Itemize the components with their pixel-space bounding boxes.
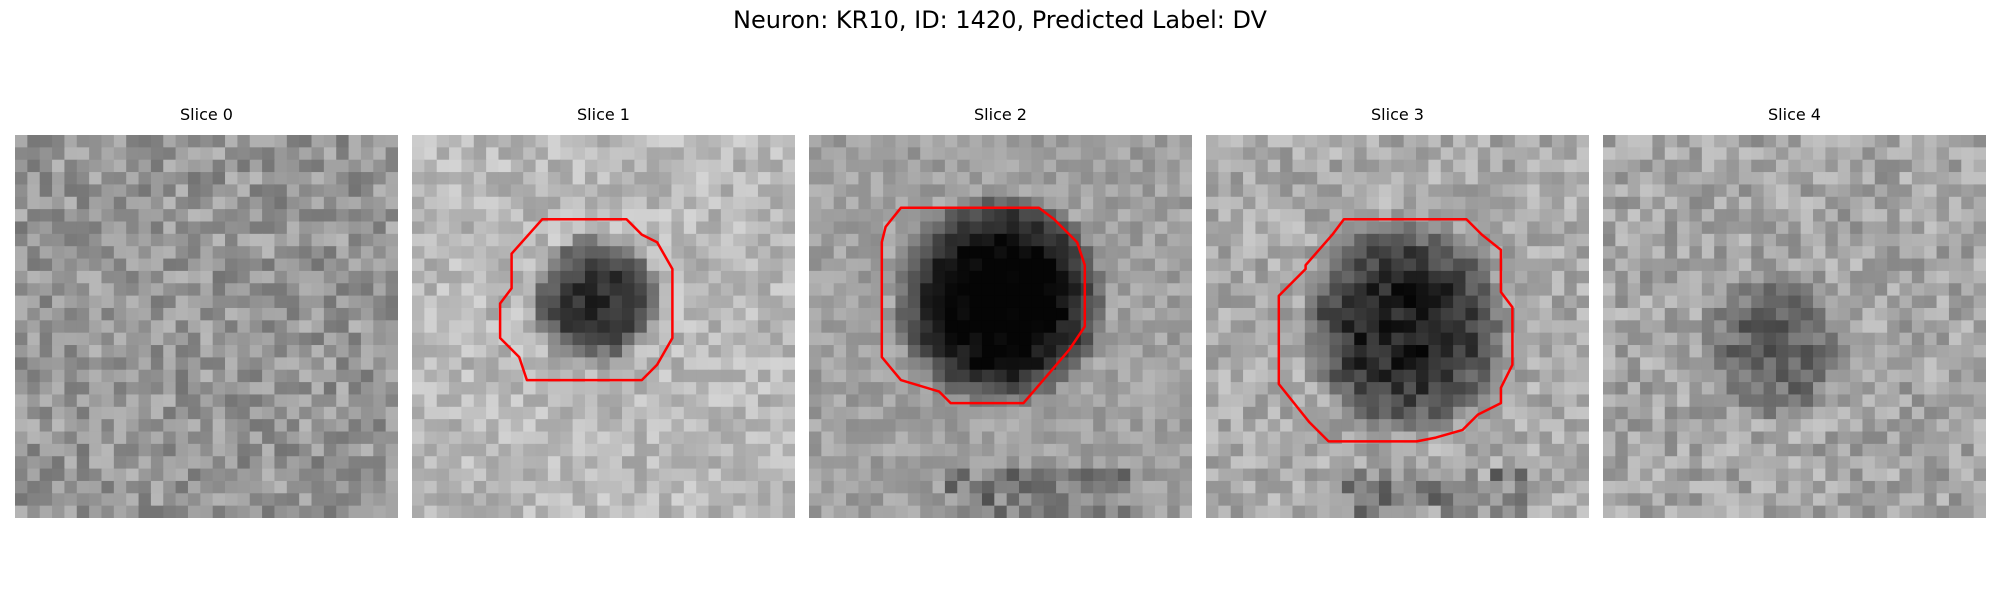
slice-title-1: Slice 1 (577, 105, 630, 124)
roi-contour-1 (498, 218, 674, 382)
roi-contour-3 (1277, 218, 1514, 443)
roi-contour-2 (880, 206, 1087, 405)
slice-image-2 (809, 135, 1192, 518)
slice-image-4 (1603, 135, 1986, 518)
figure-title: Neuron: KR10, ID: 1420, Predicted Label:… (733, 6, 1267, 34)
slice-title-2: Slice 2 (974, 105, 1027, 124)
slice-title-3: Slice 3 (1371, 105, 1424, 124)
slice-title-0: Slice 0 (180, 105, 233, 124)
slice-image-1 (412, 135, 795, 518)
slice-image-0 (15, 135, 398, 518)
slice-title-4: Slice 4 (1768, 105, 1821, 124)
slice-image-3 (1206, 135, 1589, 518)
